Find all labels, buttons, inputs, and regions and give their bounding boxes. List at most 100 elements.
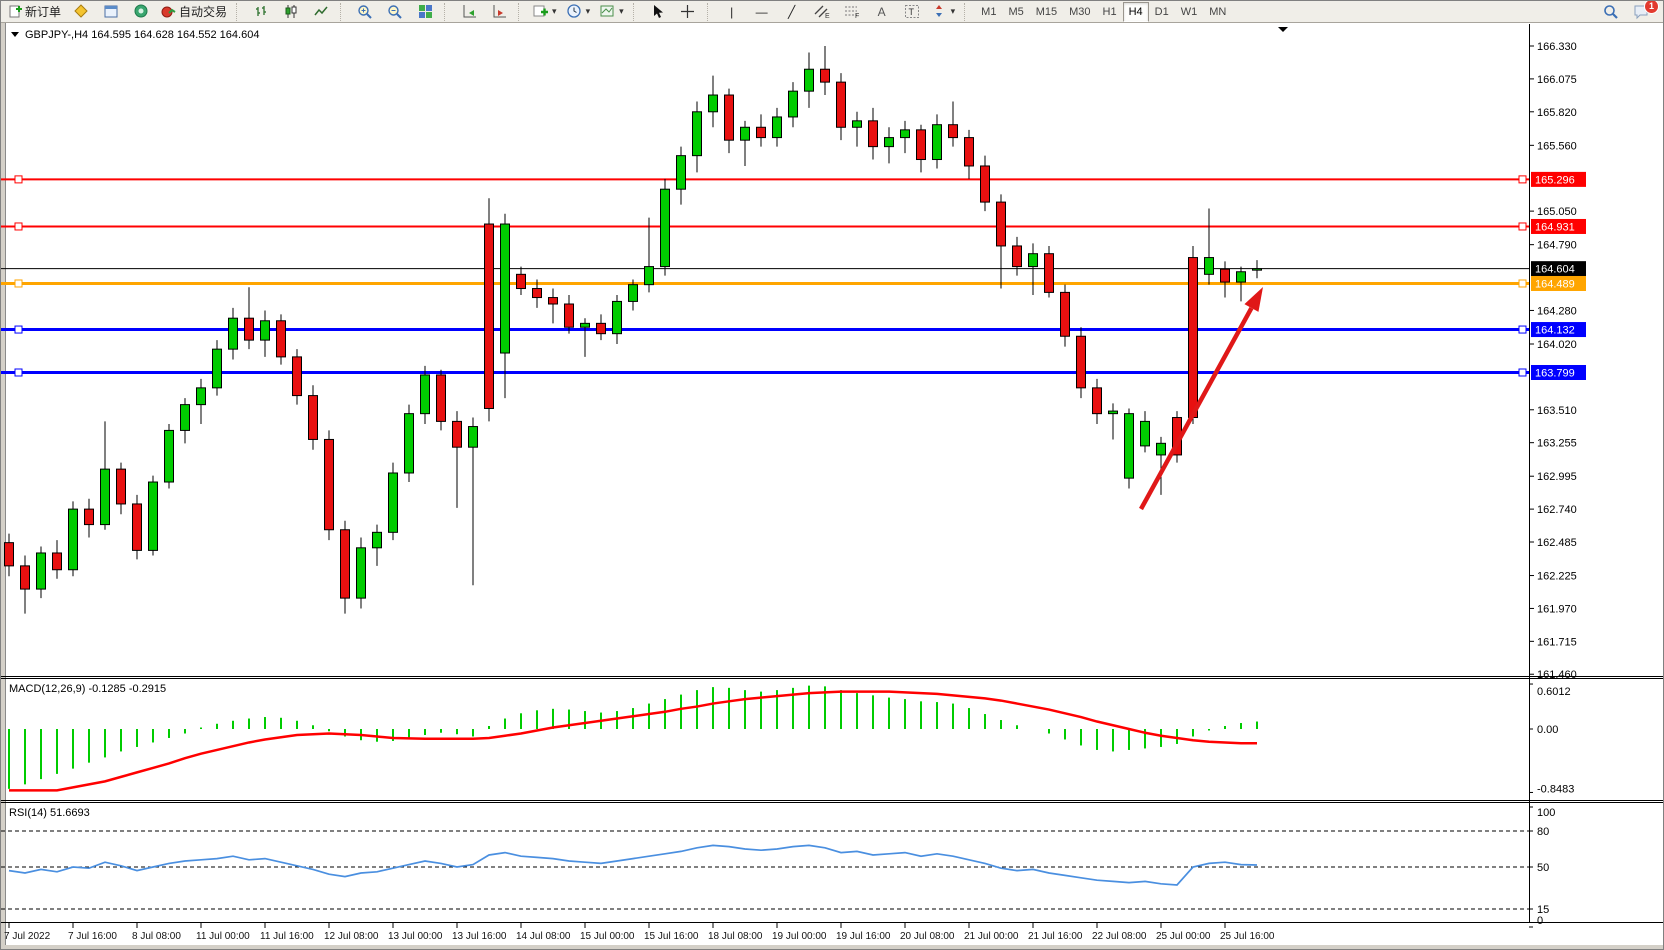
svg-text:13 Jul 16:00: 13 Jul 16:00 xyxy=(452,931,507,942)
auto-scroll-icon xyxy=(462,4,477,19)
svg-text:GBPJPY-,H4 164.595 164.628 16: GBPJPY-,H4 164.595 164.628 164.552 164.6… xyxy=(25,29,259,41)
bar-chart-button[interactable] xyxy=(247,1,275,23)
tile-windows-icon xyxy=(418,4,433,19)
separator xyxy=(964,2,970,21)
svg-text:T: T xyxy=(908,7,914,17)
autotrading-label: 自动交易 xyxy=(179,5,228,19)
svg-text:164.132: 164.132 xyxy=(1535,325,1575,337)
search-button[interactable] xyxy=(1597,1,1625,23)
svg-text:7 Jul 2022: 7 Jul 2022 xyxy=(4,931,51,942)
equidistant-channel-button[interactable]: E xyxy=(808,1,836,23)
line-chart-icon xyxy=(313,4,329,19)
timeframe-m1-button[interactable]: M1 xyxy=(981,5,997,18)
svg-text:166.330: 166.330 xyxy=(1537,41,1577,53)
line-chart-button[interactable] xyxy=(307,1,335,23)
zoom-in-button[interactable] xyxy=(351,1,379,23)
new-order-button[interactable]: 新订单 xyxy=(5,1,65,23)
svg-text:164.604: 164.604 xyxy=(1535,264,1575,276)
svg-text:163.799: 163.799 xyxy=(1535,367,1575,379)
notification-badge: 1 xyxy=(1644,1,1659,14)
zoom-in-icon xyxy=(357,4,373,20)
svg-text:0: 0 xyxy=(1537,915,1543,927)
market-watch-button[interactable] xyxy=(67,1,95,23)
svg-text:F: F xyxy=(855,13,859,19)
svg-text:164.489: 164.489 xyxy=(1535,278,1575,290)
svg-text:-0.8483: -0.8483 xyxy=(1537,783,1574,795)
svg-text:15 Jul 00:00: 15 Jul 00:00 xyxy=(580,931,635,942)
timeframe-d1-button[interactable]: D1 xyxy=(1154,5,1169,18)
tile-windows-button[interactable] xyxy=(411,1,439,23)
chart-shift-button[interactable] xyxy=(485,1,513,23)
svg-text:80: 80 xyxy=(1537,826,1549,838)
terminal-button[interactable] xyxy=(127,1,155,23)
svg-text:14 Jul 08:00: 14 Jul 08:00 xyxy=(516,931,571,942)
timeframe-h4-button[interactable]: H4 xyxy=(1122,1,1149,22)
svg-text:12 Jul 08:00: 12 Jul 08:00 xyxy=(324,931,379,942)
zoom-out-button[interactable] xyxy=(381,1,409,23)
svg-text:19 Jul 00:00: 19 Jul 00:00 xyxy=(772,931,827,942)
indicators-button[interactable]: ▾ xyxy=(529,1,561,23)
svg-text:164.020: 164.020 xyxy=(1537,339,1577,351)
svg-text:162.995: 162.995 xyxy=(1537,471,1577,483)
svg-text:165.296: 165.296 xyxy=(1535,174,1575,186)
svg-text:164.931: 164.931 xyxy=(1535,221,1575,233)
caret-down-icon: ▾ xyxy=(950,6,956,16)
chat-button[interactable]: 1 xyxy=(1627,1,1659,23)
arrows-button[interactable]: ▾ xyxy=(928,1,960,23)
text-tool-icon: A xyxy=(877,4,886,19)
text-label-icon: T xyxy=(904,4,920,19)
new-order-icon xyxy=(9,5,22,18)
svg-text:RSI(14) 51.6693: RSI(14) 51.6693 xyxy=(9,807,90,819)
timeframe-w1-button[interactable]: W1 xyxy=(1180,5,1198,18)
candlestick-chart-icon xyxy=(284,4,299,19)
periods-button[interactable]: ▾ xyxy=(563,1,595,23)
timeframe-mn-button[interactable]: MN xyxy=(1209,5,1227,18)
trendline-button[interactable]: ╱ xyxy=(778,1,806,23)
svg-text:161.460: 161.460 xyxy=(1537,669,1577,681)
svg-text:22 Jul 08:00: 22 Jul 08:00 xyxy=(1092,931,1147,942)
timeframe-h1-button[interactable]: H1 xyxy=(1102,5,1117,18)
svg-text:164.790: 164.790 xyxy=(1537,240,1577,252)
caret-down-icon: ▾ xyxy=(552,6,557,16)
cursor-icon xyxy=(651,4,664,19)
toolbar: 新订单 自动交易 xyxy=(1,1,1663,23)
svg-text:8 Jul 08:00: 8 Jul 08:00 xyxy=(132,931,181,942)
candlestick-chart-button[interactable] xyxy=(277,1,305,23)
crosshair-button[interactable] xyxy=(674,1,702,23)
text-label-button[interactable]: T xyxy=(898,1,926,23)
svg-text:20 Jul 08:00: 20 Jul 08:00 xyxy=(900,931,955,942)
timeframe-m5-button[interactable]: M5 xyxy=(1008,5,1024,18)
text-button[interactable]: A xyxy=(868,1,896,23)
svg-text:164.280: 164.280 xyxy=(1537,305,1577,317)
fibonacci-button[interactable]: F xyxy=(838,1,866,23)
fibonacci-icon: F xyxy=(844,4,860,19)
search-icon xyxy=(1603,4,1619,20)
timeframe-m15-button[interactable]: M15 xyxy=(1035,5,1058,18)
terminal-icon xyxy=(134,4,149,19)
svg-text:25 Jul 16:00: 25 Jul 16:00 xyxy=(1220,931,1275,942)
svg-text:21 Jul 16:00: 21 Jul 16:00 xyxy=(1028,931,1083,942)
separator xyxy=(706,2,713,21)
indicators-add-icon xyxy=(533,4,549,19)
vertical-line-button[interactable]: | xyxy=(718,1,746,23)
auto-scroll-button[interactable] xyxy=(455,1,483,23)
market-watch-icon xyxy=(73,4,89,19)
separator xyxy=(444,2,450,21)
horizontal-line-button[interactable]: — xyxy=(748,1,776,23)
svg-text:100: 100 xyxy=(1537,807,1555,819)
vertical-line-icon: | xyxy=(730,4,734,19)
templates-button[interactable]: ▾ xyxy=(596,1,628,23)
navigator-button[interactable] xyxy=(97,1,125,23)
svg-text:19 Jul 16:00: 19 Jul 16:00 xyxy=(836,931,891,942)
clock-icon xyxy=(566,4,582,19)
svg-text:15 Jul 16:00: 15 Jul 16:00 xyxy=(644,931,699,942)
svg-text:18 Jul 08:00: 18 Jul 08:00 xyxy=(708,931,763,942)
new-order-label: 新订单 xyxy=(25,5,62,19)
timeframe-m30-button[interactable]: M30 xyxy=(1069,5,1091,18)
autotrading-button[interactable]: 自动交易 xyxy=(157,1,231,23)
svg-text:21 Jul 00:00: 21 Jul 00:00 xyxy=(964,931,1019,942)
zoom-out-icon xyxy=(387,4,403,20)
cursor-button[interactable] xyxy=(644,1,672,23)
